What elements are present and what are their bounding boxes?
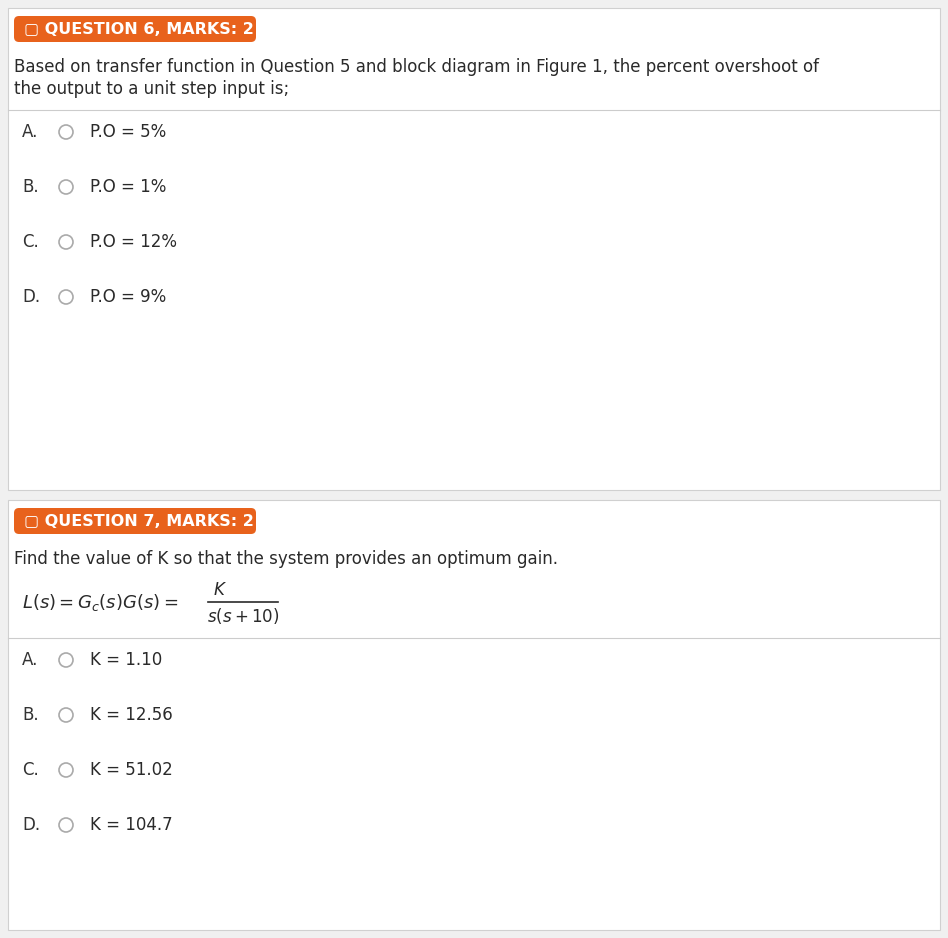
- Text: P.O = 1%: P.O = 1%: [90, 178, 167, 196]
- Text: ▢ QUESTION 7, MARKS: 2: ▢ QUESTION 7, MARKS: 2: [24, 513, 254, 528]
- Text: K = 1.10: K = 1.10: [90, 651, 162, 669]
- Text: $L(s) = G_c(s)G(s) = $: $L(s) = G_c(s)G(s) = $: [22, 592, 178, 613]
- Bar: [8, 8, 940, 490]
- Text: C.: C.: [22, 761, 39, 779]
- Text: A.: A.: [22, 651, 38, 669]
- Text: D.: D.: [22, 816, 40, 834]
- Text: B.: B.: [22, 706, 39, 724]
- Text: ▢ QUESTION 6, MARKS: 2: ▢ QUESTION 6, MARKS: 2: [24, 22, 254, 37]
- Text: D.: D.: [22, 288, 40, 306]
- Text: Find the value of K so that the system provides an optimum gain.: Find the value of K so that the system p…: [14, 550, 558, 568]
- Text: $K$: $K$: [213, 581, 227, 599]
- Text: K = 51.02: K = 51.02: [90, 761, 173, 779]
- Text: the output to a unit step input is;: the output to a unit step input is;: [14, 80, 289, 98]
- Text: C.: C.: [22, 233, 39, 251]
- Text: P.O = 5%: P.O = 5%: [90, 123, 166, 141]
- Text: K = 104.7: K = 104.7: [90, 816, 173, 834]
- Bar: [8, 500, 940, 930]
- Text: P.O = 9%: P.O = 9%: [90, 288, 166, 306]
- Text: $s(s + 10)$: $s(s + 10)$: [207, 606, 280, 626]
- Text: A.: A.: [22, 123, 38, 141]
- Text: K = 12.56: K = 12.56: [90, 706, 173, 724]
- Text: B.: B.: [22, 178, 39, 196]
- Text: Based on transfer function in Question 5 and block diagram in Figure 1, the perc: Based on transfer function in Question 5…: [14, 58, 819, 76]
- FancyBboxPatch shape: [14, 16, 256, 42]
- FancyBboxPatch shape: [14, 508, 256, 534]
- Text: P.O = 12%: P.O = 12%: [90, 233, 177, 251]
